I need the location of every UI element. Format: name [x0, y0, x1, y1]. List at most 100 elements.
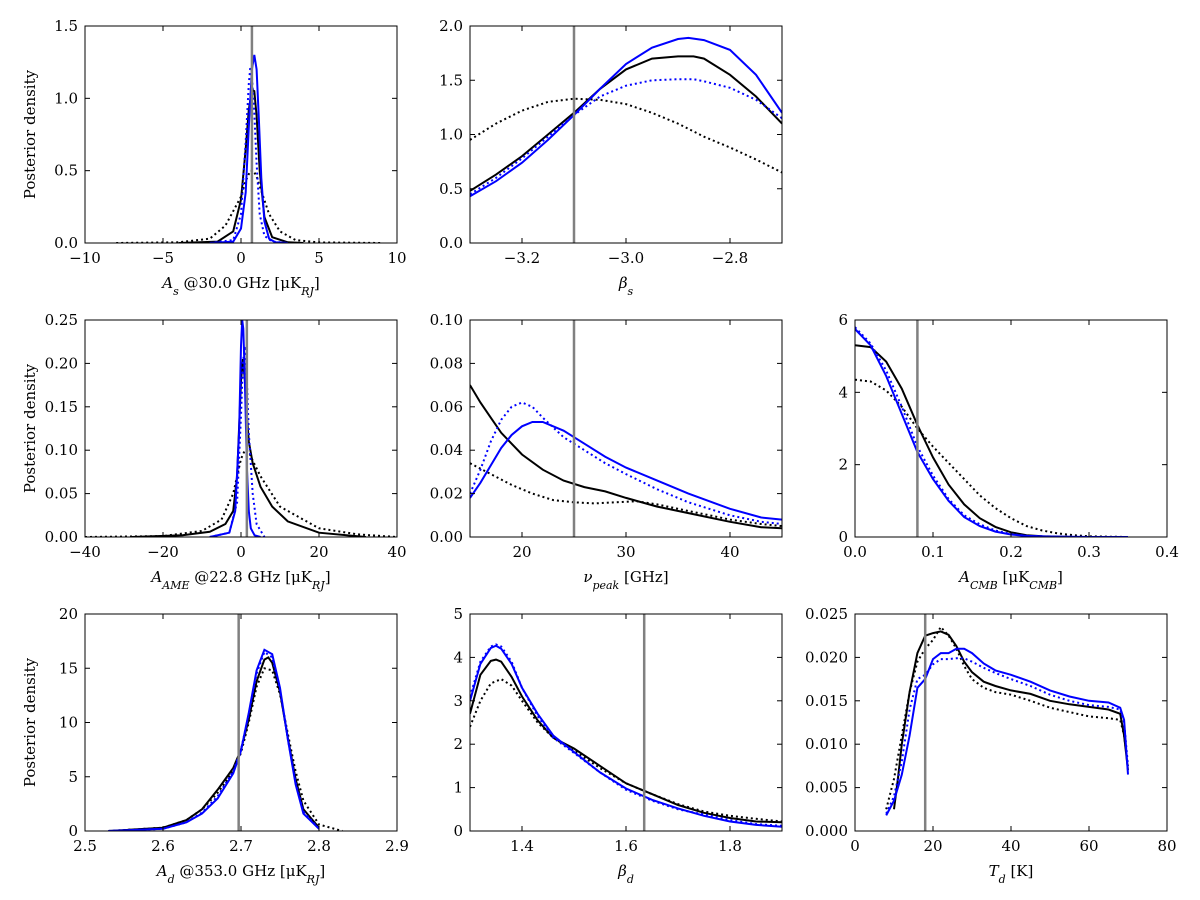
x-tick-label: 0.1: [921, 543, 945, 561]
series-line-black-solid: [108, 656, 320, 831]
series-line-blue-dotted: [209, 66, 288, 243]
y-tick-label: 0.020: [805, 648, 848, 666]
series-line-black-solid: [470, 55, 782, 192]
x-tick-label: −10: [69, 249, 101, 267]
y-tick-label: 0.10: [430, 311, 463, 329]
y-tick-label: 1: [453, 779, 463, 797]
y-tick-label: 0.25: [45, 311, 78, 329]
y-tick-label: 0.05: [45, 485, 78, 503]
y-tick-label: 10: [59, 714, 78, 732]
x-axis-label: βd: [617, 862, 634, 886]
x-tick-label: −3.2: [504, 249, 540, 267]
x-tick-label: 1.6: [614, 837, 638, 855]
x-axis-label: νpeak [GHz]: [583, 568, 668, 592]
x-tick-label: 0.2: [999, 543, 1023, 561]
series-line-black-solid: [470, 658, 782, 824]
y-tick-label: 20: [59, 605, 78, 623]
x-tick-label: 20: [309, 543, 328, 561]
series-line-blue-solid: [470, 644, 782, 828]
x-axis-label: ACMB [μKCMB]: [957, 568, 1063, 592]
y-axis-label: Posterior density: [21, 69, 39, 199]
y-tick-label: 0.5: [439, 180, 463, 198]
x-tick-label: 10: [387, 249, 406, 267]
series-line-blue-solid: [108, 648, 320, 831]
y-tick-label: 0.5: [54, 162, 78, 180]
y-tick-label: 5: [68, 768, 78, 786]
x-tick-label: 40: [387, 543, 406, 561]
series-line-black-solid: [470, 384, 782, 530]
series-line-black-dotted: [85, 448, 397, 537]
panel-5: 0.0 0.1 0.2 0.3 0.4 0 2 4 6 ACMB [μKCMB]: [838, 311, 1178, 592]
x-tick-label: 0.4: [1155, 543, 1179, 561]
x-tick-label: −5: [152, 249, 174, 267]
x-tick-label: 0: [236, 543, 246, 561]
series-line-black-dotted: [116, 169, 382, 243]
y-tick-label: 0.02: [430, 485, 463, 503]
x-tick-label: 2.7: [229, 837, 253, 855]
y-tick-label: 0.04: [430, 441, 463, 459]
axes-frame: [84, 613, 398, 832]
series-line-blue-solid: [885, 647, 1129, 816]
x-tick-label: 40: [1001, 837, 1020, 855]
y-tick-label: 0.000: [805, 822, 848, 840]
series-line-blue-solid: [470, 36, 782, 198]
x-tick-label: 80: [1157, 837, 1176, 855]
x-axis-label: As @30.0 GHz [μKRJ]: [160, 274, 320, 298]
y-tick-label: 0.0: [439, 234, 463, 252]
axes-frame: [854, 319, 1168, 538]
x-tick-label: 0.3: [1077, 543, 1101, 561]
x-tick-label: 5: [314, 249, 324, 267]
panel-7: 1.4 1.6 1.8 0 1 2 3 4 5 βd: [453, 605, 783, 886]
series-line-black-solid: [855, 344, 1074, 537]
x-tick-label: −20: [147, 543, 179, 561]
x-tick-label: 1.8: [718, 837, 742, 855]
x-tick-label: −2.8: [712, 249, 748, 267]
panel-8: 0 20 40 60 80 0.000 0.005 0.010 0.015 0.020 0.025 T…: [805, 605, 1177, 886]
y-tick-label: 0.15: [45, 398, 78, 416]
series-line-black-dotted: [470, 97, 782, 174]
series-line-blue-dotted: [470, 401, 782, 525]
x-tick-label: 0: [236, 249, 246, 267]
y-tick-label: 1.0: [54, 89, 78, 107]
y-tick-label: 0.005: [805, 779, 848, 797]
series-line-blue-solid: [470, 421, 782, 521]
x-tick-label: −3.0: [608, 249, 644, 267]
y-tick-label: 0.00: [430, 528, 463, 546]
x-tick-label: 60: [1079, 837, 1098, 855]
series-line-blue-dotted: [209, 345, 266, 537]
axes-frame: [469, 319, 783, 538]
x-tick-label: −40: [69, 543, 101, 561]
y-tick-label: 1.5: [439, 71, 463, 89]
series-line-blue-solid: [209, 54, 288, 243]
series-line-black-solid: [893, 630, 1129, 810]
x-axis-label: Td [K]: [989, 862, 1034, 886]
y-tick-label: 0: [838, 528, 848, 546]
y-axis-label: Posterior density: [21, 657, 39, 787]
panel-3: −40 −20 0 20 40 0.00 0.05 0.10 0.15 0.20 0.25 AAME …: [21, 311, 407, 592]
y-tick-label: 6: [838, 311, 848, 329]
y-tick-label: 0: [453, 822, 463, 840]
y-tick-label: 2: [838, 456, 848, 474]
axes-frame: [469, 613, 783, 832]
y-tick-label: 1.0: [439, 126, 463, 144]
panel-6: 2.5 2.6 2.7 2.8 2.9 0 5 10 15 20 Ad @353.0 GHz [μK…: [21, 605, 409, 886]
y-tick-label: 0.0: [54, 234, 78, 252]
x-tick-label: 30: [616, 543, 635, 561]
series-line-black-dotted: [470, 462, 782, 528]
y-tick-label: 0.10: [45, 441, 78, 459]
x-tick-label: 0: [850, 837, 860, 855]
y-tick-label: 0.06: [430, 398, 463, 416]
x-tick-label: 40: [720, 543, 739, 561]
y-tick-label: 0.015: [805, 692, 848, 710]
series-line-blue-solid: [209, 320, 261, 537]
x-tick-label: 20: [923, 837, 942, 855]
axes-frame: [84, 25, 398, 244]
panel-4: 20 30 40 0.00 0.02 0.04 0.06 0.08 0.10 νpeak [GHz…: [430, 311, 783, 592]
x-tick-label: 2.6: [151, 837, 175, 855]
series-line-black-dotted: [108, 667, 343, 831]
x-tick-label: 2.5: [73, 837, 97, 855]
y-tick-label: 1.5: [54, 17, 78, 35]
y-tick-label: 5: [453, 605, 463, 623]
y-axis-label: Posterior density: [21, 363, 39, 493]
y-tick-label: 0.08: [430, 354, 463, 372]
